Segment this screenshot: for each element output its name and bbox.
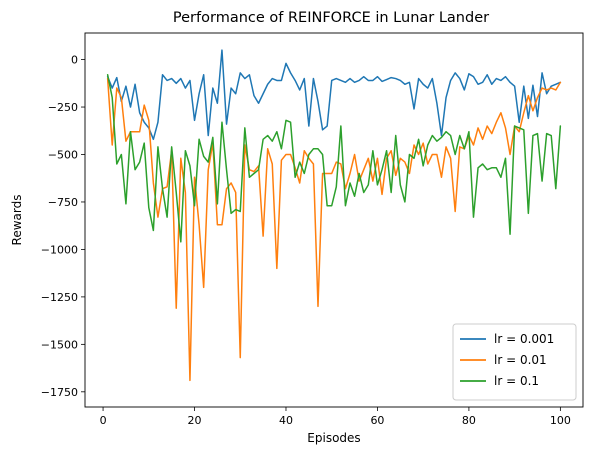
y-axis-label: Rewards xyxy=(10,195,24,246)
x-tick-label: 0 xyxy=(100,414,107,427)
x-tick-label: 100 xyxy=(550,414,571,427)
x-axis: 0 20 40 60 80 100 xyxy=(100,407,571,427)
legend-label: lr = 0.001 xyxy=(494,332,554,346)
x-tick-label: 80 xyxy=(462,414,476,427)
y-axis: 0 −250 −500 −750 −1000 −1250 −1500 −1750 xyxy=(41,54,85,399)
y-tick-label: 0 xyxy=(71,54,78,67)
y-tick-label: −1000 xyxy=(41,243,78,256)
y-tick-label: −500 xyxy=(48,149,78,162)
legend-label: lr = 0.1 xyxy=(494,374,539,388)
y-tick-label: −1750 xyxy=(41,386,78,399)
y-tick-label: −250 xyxy=(48,101,78,114)
series-line-3 xyxy=(108,75,561,242)
legend: lr = 0.001 lr = 0.01 lr = 0.1 xyxy=(453,324,576,400)
x-axis-label: Episodes xyxy=(307,431,360,445)
y-tick-label: −750 xyxy=(48,196,78,209)
legend-label: lr = 0.01 xyxy=(494,353,547,367)
chart-title: Performance of REINFORCE in Lunar Lander xyxy=(173,10,489,26)
series-line-1 xyxy=(108,50,561,139)
x-tick-label: 40 xyxy=(279,414,293,427)
x-tick-label: 20 xyxy=(188,414,202,427)
y-tick-label: −1500 xyxy=(41,338,78,351)
y-tick-label: −1250 xyxy=(41,291,78,304)
x-tick-label: 60 xyxy=(370,414,384,427)
